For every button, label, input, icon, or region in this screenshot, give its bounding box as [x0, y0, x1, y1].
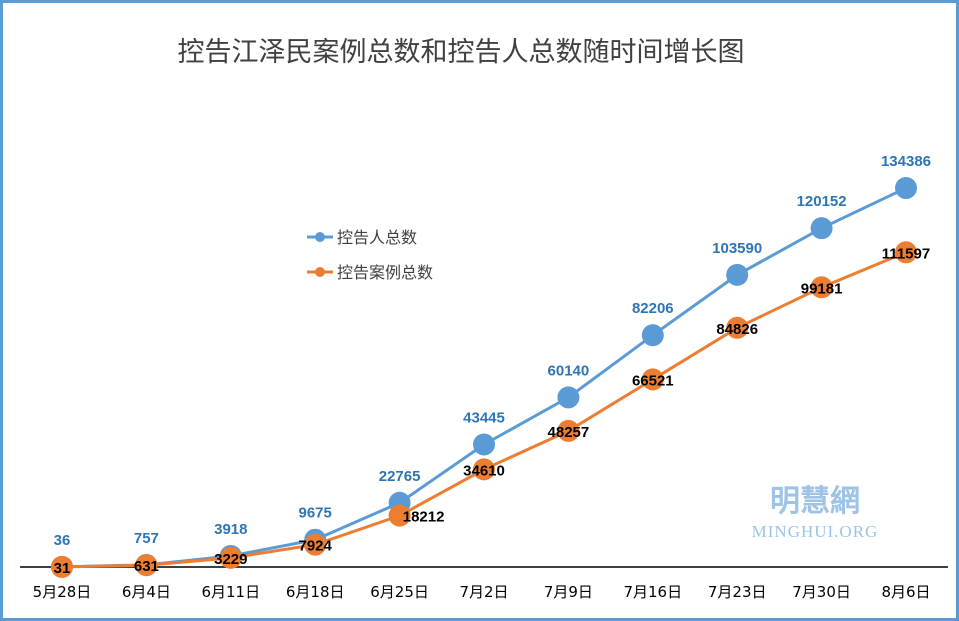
- watermark-cn: 明慧網: [770, 484, 860, 519]
- data-point-0: [557, 386, 580, 409]
- data-point-0: [810, 217, 833, 240]
- data-label-plaintiffs: 9675: [299, 505, 332, 522]
- data-label-cases: 48257: [548, 424, 590, 441]
- x-tick-label: 7月2日: [459, 583, 508, 601]
- data-point-1: [135, 554, 158, 577]
- data-point-0: [895, 177, 917, 200]
- watermark: 明慧網 MINGHUI.ORG: [752, 484, 879, 541]
- watermark-en: MINGHUI.ORG: [752, 522, 879, 541]
- data-point-1: [895, 241, 917, 264]
- x-tick-label: 8月6日: [881, 583, 930, 601]
- legend-marker-blue: [315, 232, 325, 242]
- data-point-1: [304, 533, 327, 556]
- data-label-cases: 111597: [882, 245, 930, 262]
- x-tick-label: 6月25日: [370, 583, 429, 601]
- chart-title: 控告江泽民案例总数和控告人总数随时间增长图: [178, 37, 745, 68]
- x-tick-label: 5月28日: [33, 583, 92, 601]
- x-tick-label: 6月4日: [122, 583, 171, 601]
- data-label-cases: 18212: [403, 509, 445, 526]
- data-label-cases: 631: [134, 558, 159, 575]
- data-label-cases: 31: [54, 560, 71, 577]
- x-tick-label: 7月30日: [792, 583, 851, 601]
- data-point-1: [810, 276, 833, 299]
- data-label-plaintiffs: 134386: [881, 153, 931, 170]
- data-label-cases: 7924: [299, 538, 333, 555]
- data-label-plaintiffs: 103590: [712, 240, 762, 257]
- data-label-cases: 99181: [801, 280, 843, 297]
- data-label-plaintiffs: 43445: [463, 409, 505, 426]
- data-label-plaintiffs: 60140: [548, 362, 590, 379]
- data-label-plaintiffs: 757: [134, 530, 159, 547]
- legend-marker-orange: [315, 267, 325, 277]
- data-point-1: [51, 555, 73, 578]
- x-tick-label: 6月18日: [286, 583, 345, 601]
- data-point-0: [641, 324, 664, 347]
- legend-label-cases: 控告案例总数: [337, 263, 433, 282]
- data-point-1: [473, 458, 495, 481]
- data-label-cases: 66521: [632, 372, 674, 389]
- legend-label-plaintiffs: 控告人总数: [337, 228, 417, 247]
- data-point-1: [557, 419, 580, 442]
- line-chart: 控告江泽民案例总数和控告人总数随时间增长图 5月28日 6月4日 6月11日 6月18…: [20, 37, 948, 601]
- data-label-plaintiffs: 22765: [379, 468, 421, 485]
- data-point-1: [388, 504, 411, 527]
- data-point-1: [219, 546, 242, 569]
- data-label-plaintiffs: 36: [54, 532, 71, 549]
- x-tick-label: 7月16日: [623, 583, 682, 601]
- data-label-cases: 84826: [716, 321, 758, 338]
- data-label-plaintiffs: 120152: [797, 193, 847, 210]
- x-tick-label: 7月9日: [544, 583, 593, 601]
- data-point-1: [726, 316, 749, 339]
- legend: 控告人总数 控告案例总数: [307, 228, 433, 282]
- data-point-0: [473, 433, 495, 456]
- data-label-plaintiffs: 3918: [214, 521, 247, 538]
- x-tick-label: 6月11日: [201, 583, 260, 601]
- data-point-0: [726, 263, 749, 286]
- data-label-plaintiffs: 82206: [632, 300, 674, 317]
- data-label-cases: 3229: [214, 551, 247, 568]
- x-tick-label: 7月23日: [708, 583, 767, 601]
- data-point-1: [641, 368, 664, 391]
- data-label-cases: 34610: [463, 462, 505, 479]
